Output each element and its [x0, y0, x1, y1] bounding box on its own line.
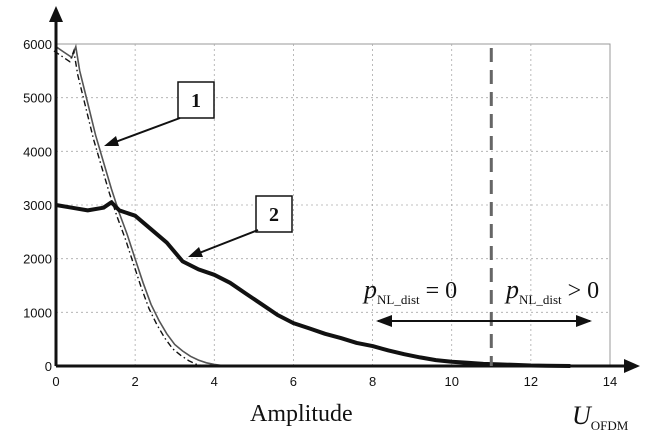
y-tick-label: 5000 [23, 91, 52, 106]
callout-2: 2 [188, 195, 293, 257]
y-tick-label: 0 [45, 359, 52, 374]
grid [55, 43, 611, 367]
x-tick-label: 8 [369, 374, 376, 389]
region-arrows [376, 315, 592, 327]
series-1-dashdot-line [53, 48, 229, 367]
x-tick-label: 2 [132, 374, 139, 389]
callout-1-box [177, 81, 215, 119]
y-tick-label: 2000 [23, 252, 52, 267]
x-tick-label: 4 [211, 374, 218, 389]
callout-1-label: 1 [191, 90, 201, 112]
y-tick-label: 3000 [23, 198, 52, 213]
right-region-label: pNL_dist > 0 [504, 275, 599, 307]
series-2-line [55, 200, 571, 368]
arrowhead-left-icon [376, 315, 392, 327]
y-tick-label: 6000 [23, 37, 52, 52]
callout-2-box [255, 195, 293, 233]
y-tick-label: 4000 [23, 144, 52, 159]
callout-2-label: 2 [269, 204, 279, 226]
axes [49, 6, 640, 373]
x-axis-label: Amplitude [250, 401, 353, 427]
callout-1-arrow [109, 117, 181, 145]
x-tick-label: 14 [603, 374, 617, 389]
x-tick-label: 0 [52, 374, 59, 389]
x-tick-label: 10 [444, 374, 458, 389]
y-axis-arrow-icon [49, 6, 63, 22]
curves [53, 43, 571, 368]
callout-1-arrowhead-icon [104, 136, 119, 146]
callout-1: 1 [104, 81, 215, 146]
arrowhead-right-icon [576, 315, 592, 327]
left-region-label: pNL_dist = 0 [362, 275, 457, 307]
x-tick-label: 12 [524, 374, 538, 389]
callout-2-arrow [193, 229, 259, 256]
callout-2-arrowhead-icon [188, 247, 203, 257]
x-axis-symbol: UOFDM [572, 401, 629, 433]
series-1-line [55, 43, 231, 367]
x-tick-label: 6 [290, 374, 297, 389]
x-axis-arrow-icon [624, 359, 640, 373]
y-tick-label: 1000 [23, 305, 52, 320]
